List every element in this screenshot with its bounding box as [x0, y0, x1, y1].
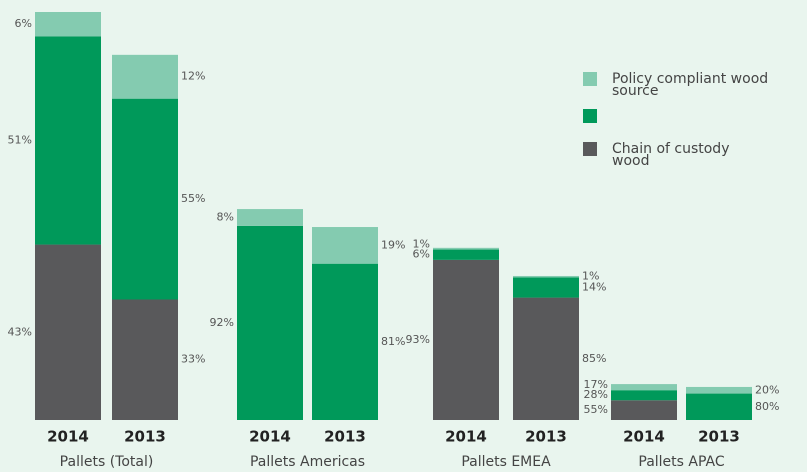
- bar-segment: [237, 209, 303, 226]
- bar-segment: [513, 297, 579, 420]
- bar-segment: [611, 384, 677, 391]
- legend-swatch: [583, 109, 597, 123]
- group-label: Pallets APAC: [638, 454, 724, 470]
- bar-segment: [112, 54, 178, 99]
- value-label: 20%: [755, 383, 779, 396]
- bar-segment: [611, 400, 677, 420]
- value-label: 51%: [8, 134, 32, 147]
- bar-segment: [611, 390, 677, 401]
- bar-segment: [237, 225, 303, 420]
- value-label: 17%: [584, 378, 608, 391]
- bar-segment: [112, 98, 178, 300]
- x-tick-label: 2013: [525, 428, 567, 446]
- group-label: Pallets EMEA: [461, 454, 551, 470]
- x-tick-label: 2014: [47, 428, 89, 446]
- value-label: 6%: [15, 17, 32, 30]
- bar-segment: [433, 247, 499, 250]
- bar-segment: [433, 249, 499, 260]
- value-label: 6%: [413, 248, 430, 261]
- value-label: 55%: [584, 403, 608, 416]
- value-label: 28%: [584, 388, 608, 401]
- value-label: 33%: [181, 353, 205, 366]
- value-label: 92%: [210, 316, 234, 329]
- x-tick-label: 2014: [445, 428, 487, 446]
- x-tick-label: 2014: [623, 428, 665, 446]
- bar-segment: [112, 299, 178, 420]
- bar-segment: [686, 386, 752, 394]
- bar-segment: [312, 263, 378, 420]
- group-label: Pallets (Total): [60, 454, 154, 470]
- value-label: 12%: [181, 70, 205, 83]
- bar-segment: [35, 36, 101, 245]
- x-tick-label: 2013: [124, 428, 166, 446]
- legend-swatch: [583, 72, 597, 86]
- value-label: 81%: [381, 335, 405, 348]
- bar-segment: [513, 275, 579, 278]
- bar-segment: [433, 259, 499, 420]
- bar-segment: [686, 393, 752, 420]
- value-label: 1%: [582, 270, 599, 283]
- value-label: 43%: [8, 325, 32, 338]
- legend-label: Policy compliant wood source: [612, 71, 768, 99]
- value-label: 55%: [181, 192, 205, 205]
- value-label: 93%: [406, 333, 430, 346]
- legend-swatch: [583, 142, 597, 156]
- bar-segment: [35, 244, 101, 420]
- x-tick-label: 2014: [249, 428, 291, 446]
- value-label: 80%: [755, 400, 779, 413]
- value-label: 14%: [582, 280, 606, 293]
- x-tick-label: 2013: [698, 428, 740, 446]
- value-label: 19%: [381, 238, 405, 251]
- bar-segment: [35, 12, 101, 37]
- value-label: 85%: [582, 352, 606, 365]
- x-tick-label: 2013: [324, 428, 366, 446]
- bar-segment: [513, 277, 579, 298]
- group-label: Pallets Americas: [250, 454, 365, 470]
- value-label: 8%: [217, 211, 234, 224]
- value-label: 1%: [413, 238, 430, 251]
- legend-label: Chain of custody wood: [612, 141, 729, 169]
- bar-segment: [312, 227, 378, 264]
